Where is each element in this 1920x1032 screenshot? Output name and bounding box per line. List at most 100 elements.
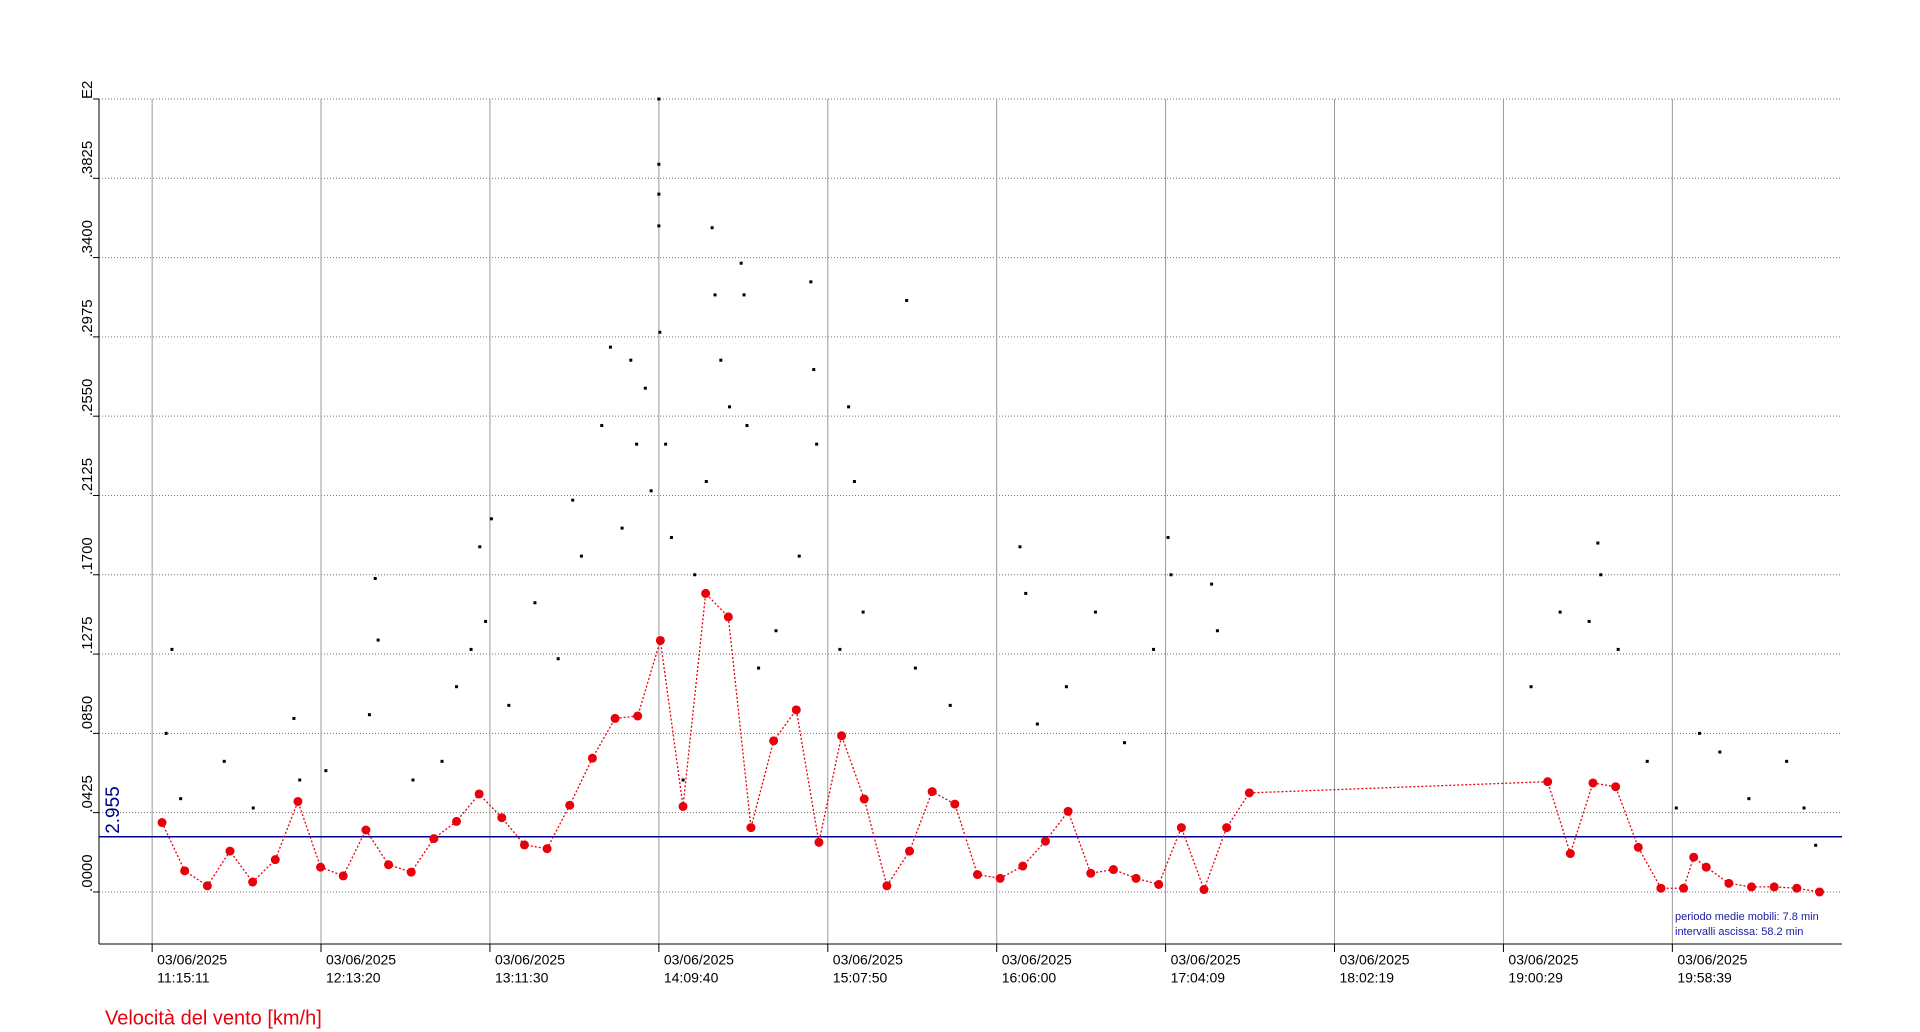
data-point bbox=[1616, 647, 1620, 651]
data-point bbox=[701, 588, 711, 598]
data-point bbox=[1645, 759, 1649, 763]
data-point bbox=[757, 666, 761, 670]
data-point bbox=[905, 299, 909, 303]
data-point bbox=[1543, 777, 1553, 787]
x-tick-label: 19:58:39 bbox=[1677, 970, 1732, 986]
data-point bbox=[292, 716, 296, 720]
data-point bbox=[1588, 778, 1598, 788]
data-point bbox=[774, 629, 778, 633]
x-tick-label: 03/06/2025 bbox=[495, 952, 565, 968]
y-tick-label: .3825 bbox=[79, 141, 96, 179]
data-point bbox=[361, 825, 371, 835]
y-tick-label: E2 bbox=[79, 81, 96, 99]
data-point bbox=[202, 881, 212, 891]
data-point bbox=[995, 873, 1005, 883]
data-point bbox=[710, 226, 714, 230]
data-point bbox=[1529, 685, 1533, 689]
data-point bbox=[657, 192, 661, 196]
data-point bbox=[838, 647, 842, 651]
data-point bbox=[455, 685, 459, 689]
x-tick-label: 16:06:00 bbox=[1002, 970, 1057, 986]
data-point bbox=[669, 535, 673, 539]
data-point bbox=[324, 769, 328, 773]
data-point bbox=[1035, 722, 1039, 726]
y-tick-label: .1700 bbox=[79, 537, 96, 575]
data-point bbox=[384, 860, 394, 870]
data-point bbox=[179, 797, 183, 801]
data-point bbox=[1769, 882, 1779, 892]
data-point bbox=[1122, 741, 1126, 745]
y-tick-label: .3400 bbox=[79, 220, 96, 258]
data-point bbox=[1018, 545, 1022, 549]
data-point bbox=[723, 612, 733, 622]
y-tick-label: .2550 bbox=[79, 379, 96, 417]
data-point bbox=[1802, 806, 1806, 810]
data-point bbox=[429, 834, 439, 844]
data-point bbox=[1565, 849, 1575, 859]
data-point bbox=[533, 601, 537, 605]
data-point bbox=[713, 293, 717, 297]
data-point bbox=[579, 554, 583, 558]
data-point bbox=[1724, 878, 1734, 888]
y-tick-label: .0425 bbox=[79, 775, 96, 813]
data-point bbox=[1093, 610, 1097, 614]
data-point bbox=[629, 358, 633, 362]
data-point bbox=[950, 799, 960, 809]
y-tick-label: .1275 bbox=[79, 617, 96, 655]
data-point bbox=[1215, 629, 1219, 633]
x-tick-label: 03/06/2025 bbox=[1677, 952, 1747, 968]
data-point bbox=[1086, 868, 1096, 878]
data-point bbox=[338, 871, 348, 881]
data-point bbox=[1587, 619, 1591, 623]
data-point bbox=[542, 844, 552, 854]
data-point bbox=[633, 711, 643, 721]
data-point bbox=[852, 479, 856, 483]
data-point bbox=[1210, 582, 1214, 586]
data-point bbox=[451, 816, 461, 826]
data-point bbox=[1018, 861, 1028, 871]
data-point bbox=[316, 862, 326, 872]
data-point bbox=[600, 424, 604, 428]
data-point bbox=[571, 498, 575, 502]
data-point bbox=[497, 813, 507, 823]
x-tick-label: 03/06/2025 bbox=[664, 952, 734, 968]
x-tick-label: 03/06/2025 bbox=[157, 952, 227, 968]
data-point bbox=[1599, 573, 1603, 577]
data-point bbox=[157, 818, 167, 828]
data-point bbox=[608, 345, 612, 349]
series-line bbox=[161, 591, 1820, 893]
data-point bbox=[1814, 887, 1824, 897]
data-point bbox=[664, 442, 668, 446]
data-point bbox=[1596, 541, 1600, 545]
data-point bbox=[1792, 883, 1802, 893]
data-point bbox=[180, 866, 190, 876]
data-point bbox=[635, 442, 639, 446]
data-point bbox=[643, 386, 647, 390]
data-point bbox=[1718, 750, 1722, 754]
data-point bbox=[170, 647, 174, 651]
x-tick-label: 03/06/2025 bbox=[326, 952, 396, 968]
reference-label: 2.955 bbox=[103, 786, 124, 834]
data-point bbox=[1656, 883, 1666, 893]
data-point bbox=[406, 867, 416, 877]
data-point bbox=[373, 576, 377, 580]
data-point bbox=[1633, 842, 1643, 852]
data-point bbox=[791, 705, 801, 715]
legend-label: Velocità del vento [km/h] bbox=[105, 1007, 322, 1029]
data-point bbox=[293, 796, 303, 806]
data-point bbox=[704, 479, 708, 483]
data-point bbox=[905, 846, 915, 856]
data-point bbox=[270, 855, 280, 865]
data-point bbox=[769, 736, 779, 746]
data-point bbox=[797, 554, 801, 558]
data-point bbox=[507, 703, 511, 707]
data-point bbox=[484, 619, 488, 623]
data-point bbox=[859, 794, 869, 804]
data-point bbox=[164, 731, 168, 735]
y-tick-label: .2125 bbox=[79, 458, 96, 496]
annotation: periodo medie mobili: 7.8 min bbox=[1675, 911, 1819, 923]
data-point bbox=[1152, 647, 1156, 651]
data-point bbox=[972, 870, 982, 880]
data-point bbox=[222, 759, 226, 763]
